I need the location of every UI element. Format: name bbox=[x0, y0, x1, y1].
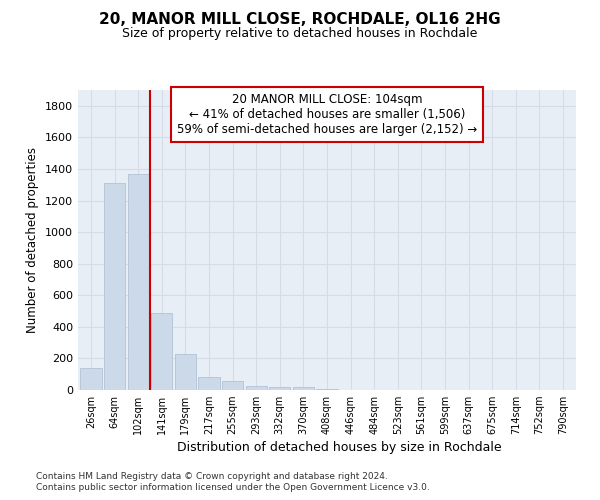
Bar bbox=[175, 354, 196, 390]
Bar bbox=[199, 376, 220, 390]
Bar bbox=[104, 183, 125, 390]
Bar bbox=[316, 388, 338, 390]
Bar bbox=[128, 174, 149, 390]
Bar bbox=[245, 386, 267, 390]
Bar bbox=[222, 382, 243, 390]
Text: Contains public sector information licensed under the Open Government Licence v3: Contains public sector information licen… bbox=[36, 484, 430, 492]
Bar bbox=[293, 387, 314, 390]
Text: 20 MANOR MILL CLOSE: 104sqm
← 41% of detached houses are smaller (1,506)
59% of : 20 MANOR MILL CLOSE: 104sqm ← 41% of det… bbox=[177, 93, 477, 136]
Text: 20, MANOR MILL CLOSE, ROCHDALE, OL16 2HG: 20, MANOR MILL CLOSE, ROCHDALE, OL16 2HG bbox=[99, 12, 501, 28]
Bar bbox=[269, 387, 290, 390]
Y-axis label: Number of detached properties: Number of detached properties bbox=[26, 147, 40, 333]
Bar bbox=[80, 368, 101, 390]
Bar bbox=[151, 312, 172, 390]
Text: Distribution of detached houses by size in Rochdale: Distribution of detached houses by size … bbox=[176, 441, 502, 454]
Text: Contains HM Land Registry data © Crown copyright and database right 2024.: Contains HM Land Registry data © Crown c… bbox=[36, 472, 388, 481]
Text: Size of property relative to detached houses in Rochdale: Size of property relative to detached ho… bbox=[122, 28, 478, 40]
